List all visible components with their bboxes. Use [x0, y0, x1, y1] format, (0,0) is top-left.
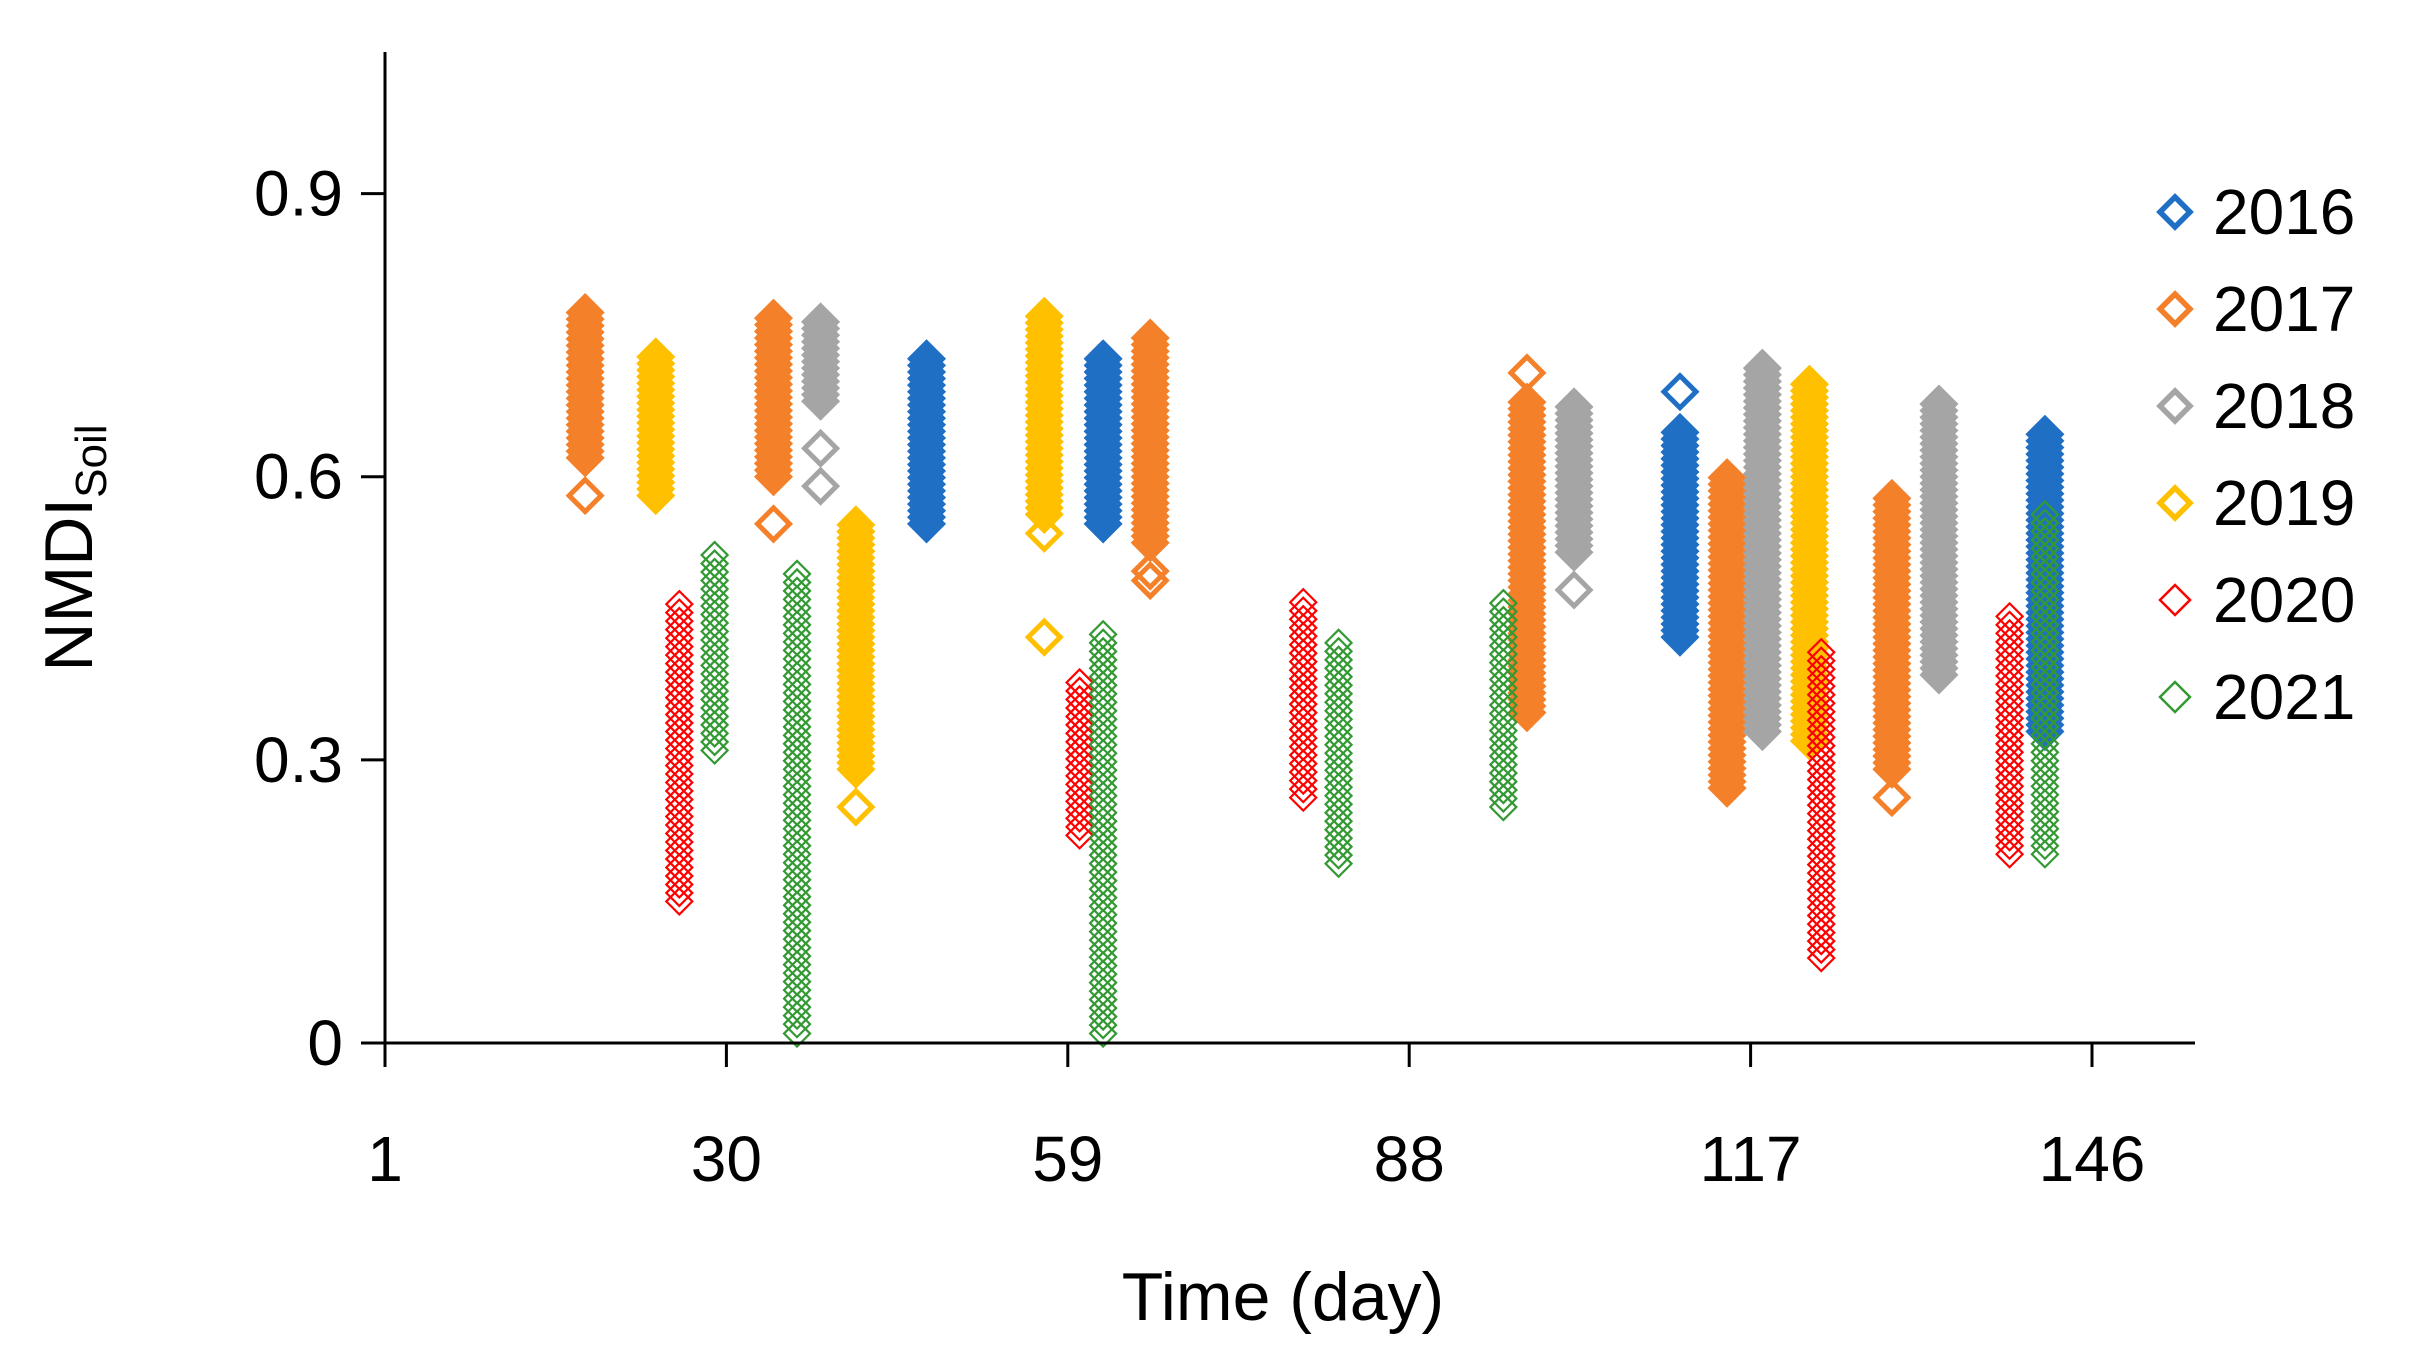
x-ticks: 1 30 59 88 117 146: [367, 1043, 2145, 1195]
data-point-2018: [1919, 384, 1959, 424]
data-point-2016: [2025, 421, 2065, 461]
legend-label-2021: 2021: [2213, 661, 2355, 733]
data-point-2018: [801, 309, 841, 349]
legend-marker-2019: [2156, 484, 2194, 522]
legend: 2016 2017 2018 2019 2020 2021: [2156, 176, 2355, 733]
data-point-2020: [1288, 587, 1318, 617]
data-point-2017: [1130, 325, 1170, 365]
legend-label-2017: 2017: [2213, 273, 2355, 345]
x-tick-label: 1: [367, 1123, 403, 1195]
data-point-2021: [2030, 499, 2060, 530]
data-point-2017: [1130, 318, 1170, 358]
data-point-2019: [836, 505, 876, 545]
y-tick-label: 0: [307, 1007, 343, 1079]
data-point-2016: [1660, 372, 1700, 412]
data-point-2016: [906, 345, 947, 385]
data-point-2020: [1806, 637, 1836, 667]
data-points: [565, 292, 2065, 1049]
y-tick-label: 0.9: [254, 158, 343, 230]
x-tick-label: 117: [1700, 1123, 1802, 1195]
data-point-2019: [1024, 513, 1064, 553]
data-point-2017: [753, 305, 794, 345]
data-point-2017: [1507, 389, 1547, 429]
data-point-2019: [636, 337, 676, 377]
x-axis-title: Time (day): [1122, 1259, 1444, 1335]
legend-label-2016: 2016: [2213, 176, 2355, 248]
y-axis-title-main: NMDI: [31, 498, 107, 672]
data-point-2021: [782, 1019, 812, 1049]
data-point-2018: [1554, 570, 1594, 610]
data-point-2018: [1742, 355, 1782, 395]
data-point-2019: [836, 787, 876, 827]
data-point-2018: [1742, 348, 1782, 388]
data-point-2019: [1024, 296, 1064, 336]
data-point-2017: [1130, 551, 1170, 591]
data-point-2017: [753, 504, 794, 544]
data-point-2021: [700, 540, 730, 570]
data-point-2017: [565, 299, 605, 339]
data-point-2019: [1024, 617, 1064, 657]
data-point-2017: [565, 476, 605, 516]
legend-marker-2016: [2156, 193, 2194, 231]
data-point-2017: [565, 292, 605, 333]
data-point-2021: [1488, 588, 1518, 618]
data-point-2016: [1660, 412, 1700, 452]
data-point-2017: [1130, 560, 1170, 601]
data-point-2018: [801, 302, 841, 342]
x-tick-label: 146: [2039, 1123, 2146, 1195]
data-point-2018: [801, 428, 841, 468]
y-tick-label: 0.6: [254, 441, 343, 513]
y-axis-title-subscript: Soil: [67, 424, 116, 497]
data-point-2016: [1083, 345, 1123, 385]
y-tick-label: 0.3: [254, 724, 343, 796]
data-point-2017: [1872, 485, 1912, 525]
data-point-2018: [1554, 387, 1594, 427]
legend-marker-2017: [2156, 290, 2194, 328]
data-point-2021: [1324, 628, 1354, 658]
data-point-2018: [1554, 393, 1594, 434]
data-point-2016: [906, 339, 947, 379]
data-point-2016: [2025, 414, 2065, 454]
data-point-2018: [801, 466, 841, 506]
data-point-2017: [1707, 464, 1747, 504]
x-tick-label: 88: [1374, 1123, 1445, 1195]
data-point-2021: [1088, 619, 1118, 649]
legend-label-2018: 2018: [2213, 370, 2355, 442]
legend-label-2019: 2019: [2213, 467, 2355, 539]
data-point-2019: [1789, 364, 1829, 404]
data-point-2020: [664, 589, 694, 619]
data-point-2019: [1789, 371, 1829, 411]
data-point-2019: [836, 511, 876, 551]
legend-label-2020: 2020: [2213, 564, 2355, 636]
data-point-2016: [1660, 419, 1700, 459]
legend-marker-2018: [2156, 387, 2194, 425]
x-tick-label: 59: [1032, 1123, 1103, 1195]
axes: 0 0.3 0.6 0.9 1 30 59 88 117 146: [254, 52, 2195, 1195]
y-ticks: 0 0.3 0.6 0.9: [254, 158, 385, 1079]
data-point-2017: [1872, 478, 1912, 518]
data-point-2020: [1995, 601, 2025, 631]
data-point-2018: [1919, 391, 1959, 431]
data-point-2017: [1507, 382, 1547, 422]
y-axis-title: NMDISoil: [31, 424, 116, 671]
legend-marker-2020: [2158, 583, 2192, 617]
data-point-2016: [1083, 339, 1123, 379]
data-point-2019: [1024, 303, 1064, 343]
data-point-2017: [1707, 458, 1747, 498]
data-point-2019: [636, 343, 676, 383]
data-point-2017: [1872, 778, 1912, 818]
data-point-2017: [1507, 353, 1547, 393]
data-point-2017: [753, 298, 794, 338]
data-point-2020: [1065, 667, 1095, 698]
legend-marker-2021: [2158, 680, 2192, 714]
x-tick-label: 30: [691, 1123, 762, 1195]
data-point-2021: [782, 559, 812, 589]
